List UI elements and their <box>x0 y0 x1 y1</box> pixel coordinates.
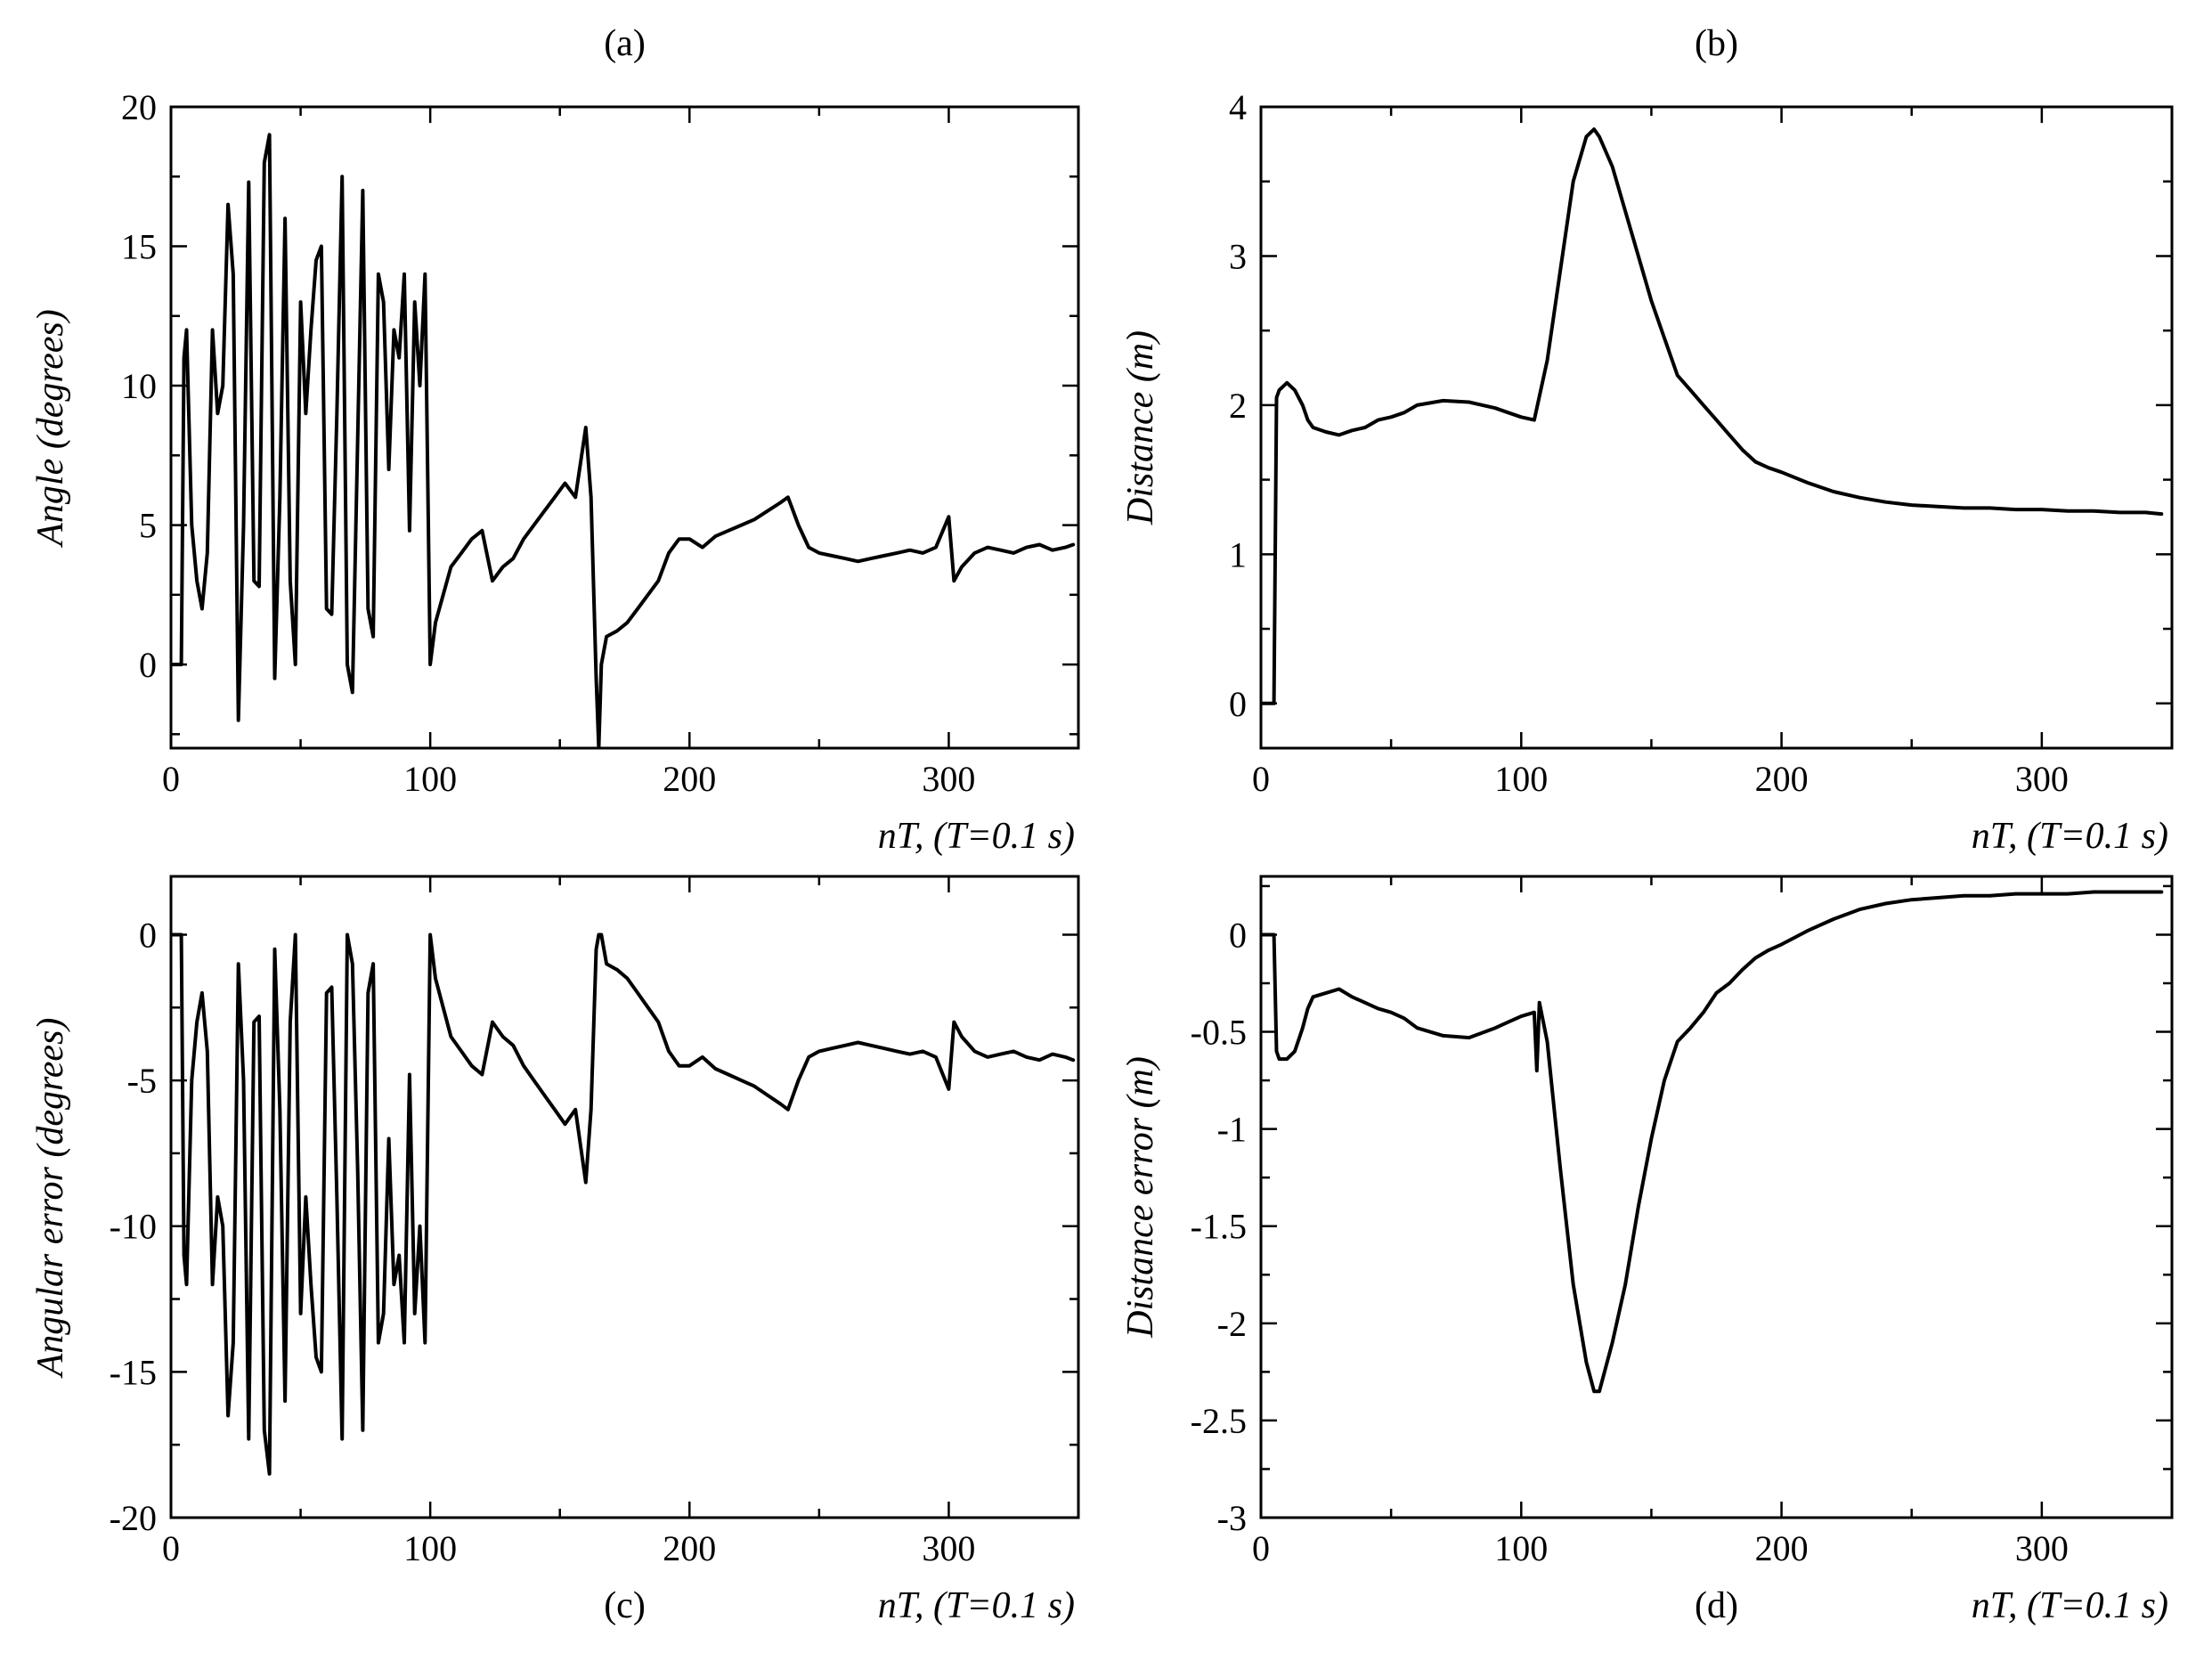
x-tick-label-b-0: 0 <box>1252 759 1270 799</box>
series-line-c-0 <box>171 932 1076 1476</box>
y-tick-label-b-4: 4 <box>1229 87 1247 127</box>
y-tick-label-d-1: -2.5 <box>1191 1401 1247 1441</box>
y-tick-label-d-3: -1.5 <box>1191 1207 1247 1247</box>
y-axis-label-c: Angular error (degrees) <box>30 1018 71 1380</box>
y-tick-label-a-0: 0 <box>139 645 157 685</box>
x-tick-label-a-0: 0 <box>162 759 180 799</box>
y-tick-label-d-5: -0.5 <box>1191 1013 1247 1053</box>
x-axis-label-a: nT, (T=0.1 s) <box>878 816 1075 857</box>
y-tick-label-c-4: 0 <box>139 915 157 955</box>
series-line-d-0 <box>1261 890 2164 1394</box>
x-tick-label-a-3: 300 <box>922 759 975 799</box>
x-tick-label-c-2: 200 <box>663 1528 716 1568</box>
plot-frame-b <box>1259 105 2174 750</box>
x-tick-label-a-2: 200 <box>663 759 716 799</box>
panel-tag-d: (d) <box>1695 1585 1738 1626</box>
y-tick-label-b-3: 3 <box>1229 236 1247 276</box>
plot-frame-a <box>169 105 1080 750</box>
panel-a: 0 100 200 300 0 5 10 15 20 nT, (T=0.1 s) Angle (de… <box>30 23 1080 857</box>
y-axis-label-d: Distance error (m) <box>1120 1056 1161 1339</box>
x-tick-label-d-2: 200 <box>1755 1528 1809 1568</box>
y-tick-label-b-1: 1 <box>1229 534 1247 574</box>
x-tick-label-c-0: 0 <box>162 1528 180 1568</box>
y-tick-label-d-2: -2 <box>1217 1304 1247 1344</box>
y-tick-label-c-3: -5 <box>127 1061 157 1101</box>
y-axis-label-a: Angle (degrees) <box>30 309 71 549</box>
x-axis-label-d: nT, (T=0.1 s) <box>1972 1585 2168 1626</box>
x-tick-label-d-1: 100 <box>1494 1528 1548 1568</box>
x-tick-label-b-1: 100 <box>1494 759 1548 799</box>
x-axis-label-b: nT, (T=0.1 s) <box>1972 816 2168 857</box>
x-tick-label-c-3: 300 <box>922 1528 975 1568</box>
panel-b: 0 100 200 300 0 1 2 3 4 nT, (T=0.1 s) Distance (m)… <box>1120 23 2174 857</box>
y-tick-label-c-1: -15 <box>110 1352 157 1392</box>
plot-frame-d <box>1259 875 2174 1519</box>
x-tick-label-c-1: 100 <box>403 1528 457 1568</box>
x-tick-label-d-3: 300 <box>2015 1528 2069 1568</box>
panel-d: 0 100 200 300 -3 -2.5 -2 -1.5 -1 -0.5 0 nT, (T=0.1 … <box>1120 875 2174 1626</box>
x-tick-label-b-3: 300 <box>2015 759 2069 799</box>
y-tick-label-a-3: 15 <box>121 227 157 267</box>
y-axis-label-b: Distance (m) <box>1120 330 1161 525</box>
y-tick-label-d-6: 0 <box>1229 915 1247 955</box>
panel-c: 0 100 200 300 -20 -15 -10 -5 0 nT, (T=0.1 s) Angul… <box>30 875 1080 1626</box>
y-tick-label-b-0: 0 <box>1229 684 1247 724</box>
y-tick-label-c-2: -10 <box>110 1207 157 1247</box>
series-line-a-0 <box>171 133 1076 748</box>
y-tick-label-a-4: 20 <box>121 87 157 127</box>
plot-frame-c <box>169 875 1080 1519</box>
x-tick-label-a-1: 100 <box>403 759 457 799</box>
series-line-b-0 <box>1261 127 2164 705</box>
panel-tag-c: (c) <box>604 1585 646 1626</box>
y-tick-label-d-4: -1 <box>1217 1110 1247 1150</box>
panel-tag-a: (a) <box>604 23 646 64</box>
y-tick-label-d-0: -3 <box>1217 1498 1247 1538</box>
panel-tag-b: (b) <box>1695 23 1738 64</box>
y-tick-label-b-2: 2 <box>1229 386 1247 426</box>
x-axis-label-c: nT, (T=0.1 s) <box>878 1585 1075 1626</box>
x-tick-label-d-0: 0 <box>1252 1528 1270 1568</box>
y-tick-label-a-1: 5 <box>139 506 157 546</box>
x-tick-label-b-2: 200 <box>1755 759 1809 799</box>
y-tick-label-c-0: -20 <box>110 1498 157 1538</box>
y-tick-label-a-2: 10 <box>121 366 157 406</box>
